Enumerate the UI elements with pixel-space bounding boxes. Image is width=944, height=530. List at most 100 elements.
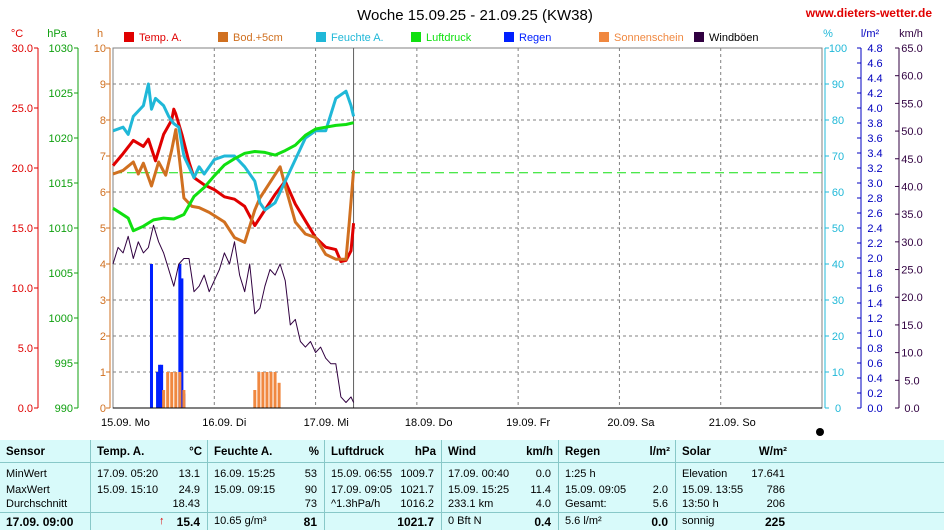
bar-sonnenschein <box>166 372 170 408</box>
legend-label: Feuchte A. <box>331 32 384 44</box>
legend-swatch <box>218 32 228 42</box>
table-cell: 233.1 km <box>448 498 494 510</box>
table-cell: MinWert <box>6 468 47 480</box>
axis-tick-label: 9 <box>100 79 106 91</box>
legend-label: Regen <box>519 32 551 44</box>
table-cell: 786 <box>766 484 785 496</box>
x-tick-label: 21.09. So <box>709 417 756 429</box>
axis-tick-label: 3.6 <box>867 133 882 145</box>
axis-tick-label: 4.6 <box>867 58 882 70</box>
table-cell: 17.641 <box>751 468 785 480</box>
bar-sonnenschein <box>253 390 257 408</box>
axis-tick-label: 5.0 <box>18 343 33 355</box>
table-cell: hPa <box>414 446 436 458</box>
axis-tick-label: 55.0 <box>901 98 922 110</box>
x-tick-label: 16.09. Di <box>202 417 246 429</box>
axis-tick-label: 25.0 <box>12 103 33 115</box>
scroll-dot-icon[interactable] <box>816 428 824 436</box>
table-cell: 13:50 h <box>682 498 719 510</box>
axis-tick-label: 0.2 <box>867 388 882 400</box>
axis-tick-label: 995 <box>55 358 73 370</box>
table-cell: 13.1 <box>178 468 200 480</box>
axis-tick-label: 0.6 <box>867 358 882 370</box>
axis-tick-label: 0 <box>100 403 106 415</box>
table-cell: 15.09. 09:05 <box>565 484 627 496</box>
bar-regen <box>178 264 182 408</box>
table-cell: km/h <box>526 446 553 458</box>
table-cell: 81 <box>303 515 317 529</box>
percent-unit-label: % <box>823 28 833 40</box>
legend-label: Windböen <box>709 32 759 44</box>
pressure-unit-label: hPa <box>47 28 67 40</box>
bar-sonnenschein <box>277 382 281 408</box>
bar-sonnenschein <box>178 372 182 408</box>
x-tick-label: 17.09. Mi <box>304 417 349 429</box>
table-cell: sonnig <box>682 515 715 527</box>
bar-sonnenschein <box>261 372 265 408</box>
axis-tick-label: 3.2 <box>867 163 882 175</box>
table-col-separator <box>207 440 208 530</box>
wind-unit-label: km/h <box>899 28 923 40</box>
table-cell: 4.0 <box>535 498 551 510</box>
bar-sonnenschein <box>162 390 166 408</box>
axis-tick-label: 45.0 <box>901 154 922 166</box>
x-tick-label: 18.09. Do <box>405 417 453 429</box>
table-cell: 17.09. 09:05 <box>331 484 393 496</box>
axis-tick-label: 80 <box>832 115 844 127</box>
axis-tick-label: 90 <box>832 79 844 91</box>
series-line-feuchte-a- <box>112 82 356 212</box>
axis-tick-label: 20.0 <box>901 292 922 304</box>
axis-tick-label: 6 <box>100 187 106 199</box>
table-cell: ↑ <box>159 515 165 527</box>
axis-tick-label: 4.2 <box>867 88 882 100</box>
rain-unit-label: l/m² <box>861 28 880 40</box>
axis-tick-label: 1025 <box>49 88 73 100</box>
table-footer-separator <box>0 512 944 513</box>
table-cell: 225 <box>764 515 785 529</box>
site-link[interactable]: www.dieters-wetter.de <box>805 6 933 20</box>
axis-tick-label: 3.0 <box>867 178 882 190</box>
axis-tick-label: 1.8 <box>867 268 882 280</box>
bar-sonnenschein <box>265 372 269 408</box>
table-cell: 1021.7 <box>400 484 434 496</box>
axis-tick-label: 10.0 <box>901 348 922 360</box>
series-line-bod-cm <box>112 128 356 261</box>
series-line-windb-en <box>112 224 355 403</box>
table-header-separator <box>0 462 944 463</box>
table-cell: 15.09. 09:15 <box>214 484 276 496</box>
axis-tick-label: 1 <box>100 367 106 379</box>
axis-tick-label: 15.0 <box>12 223 33 235</box>
series-line-luftdruck <box>112 121 354 233</box>
axis-tick-label: 15.0 <box>901 320 922 332</box>
axis-tick-label: 1015 <box>49 178 73 190</box>
table-cell: 11.4 <box>530 484 551 496</box>
axis-tick-label: 3.4 <box>867 148 882 160</box>
legend-label: Bod.+5cm <box>233 32 283 44</box>
legend-swatch <box>599 32 609 42</box>
legend-swatch <box>694 32 704 42</box>
table-cell: 24.9 <box>178 484 200 496</box>
table-cell: 17.09. 00:40 <box>448 468 510 480</box>
axis-tick-label: 35.0 <box>901 209 922 221</box>
stats-table: Sensor Temp. A. °C Feuchte A.% Luftdruck hPa W… <box>0 440 944 530</box>
legend-label: Sonnenschein <box>614 32 684 44</box>
axis-tick-label: 40 <box>832 259 844 271</box>
table-cell: 73 <box>304 498 317 510</box>
axis-tick-label: 8 <box>100 115 106 127</box>
axis-tick-label: 5 <box>100 223 106 235</box>
legend-label: Luftdruck <box>426 32 472 44</box>
axis-tick-label: 40.0 <box>901 181 922 193</box>
axis-tick-label: 30.0 <box>901 237 922 249</box>
chart-axes: 30.025.020.015.010.05.00.010301025102010… <box>12 43 923 415</box>
table-cell: Solar <box>682 446 711 458</box>
axis-tick-label: 1.4 <box>867 298 882 310</box>
table-cell: 1016.2 <box>400 498 434 510</box>
table-col-separator <box>441 440 442 530</box>
chart-title: Woche 15.09.25 - 21.09.25 (KW38) <box>357 7 593 24</box>
table-cell: 0.0 <box>651 515 668 529</box>
x-tick-label: 19.09. Fr <box>506 417 550 429</box>
axis-tick-label: 1.2 <box>867 313 882 325</box>
table-cell: 1:25 h <box>565 468 596 480</box>
axis-tick-label: 2 <box>100 331 106 343</box>
table-cell: 206 <box>766 498 785 510</box>
